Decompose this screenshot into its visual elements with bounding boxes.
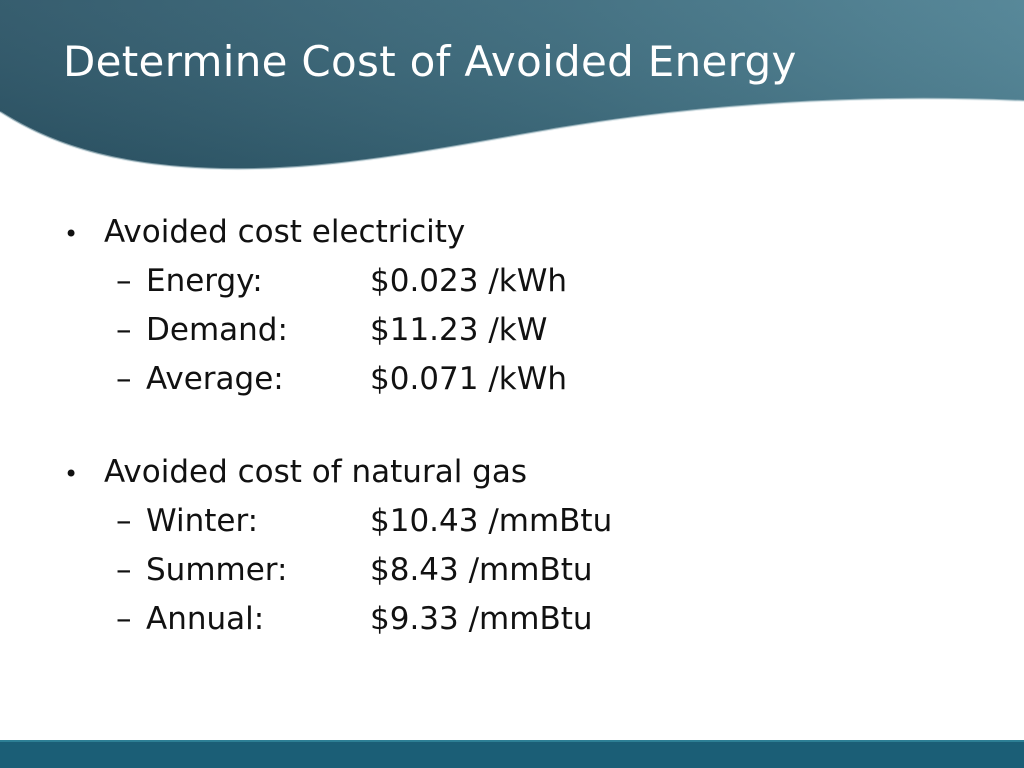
item-value: $0.071 /kWh bbox=[370, 361, 568, 397]
natural-gas-cost-section: • Avoided cost of natural gas – Winter: … bbox=[60, 448, 980, 644]
gas-winter-item: – Winter: $10.43 /mmBtu bbox=[116, 497, 980, 546]
gas-annual-item: – Annual: $9.33 /mmBtu bbox=[116, 595, 980, 644]
item-value: $9.33 /mmBtu bbox=[370, 601, 593, 637]
item-label: Summer: bbox=[146, 552, 288, 588]
dash-icon: – bbox=[116, 361, 132, 397]
item-value: $8.43 /mmBtu bbox=[370, 552, 593, 588]
gas-summer-item: – Summer: $8.43 /mmBtu bbox=[116, 546, 980, 595]
footer-bar bbox=[0, 740, 1024, 768]
section-heading-text: Avoided cost electricity bbox=[104, 214, 466, 250]
item-value: $0.023 /kWh bbox=[370, 263, 568, 299]
item-value: $11.23 /kW bbox=[370, 312, 548, 348]
natural-gas-cost-list: – Winter: $10.43 /mmBtu – Summer: $8.43 … bbox=[60, 497, 980, 644]
electricity-cost-heading: • Avoided cost electricity bbox=[60, 208, 980, 257]
electricity-cost-list: – Energy: $0.023 /kWh – Demand: $11.23 /… bbox=[60, 257, 980, 404]
section-heading-text: Avoided cost of natural gas bbox=[104, 454, 527, 490]
bullet-icon: • bbox=[64, 220, 79, 248]
electricity-cost-section: • Avoided cost electricity – Energy: $0.… bbox=[60, 208, 980, 404]
bullet-icon: • bbox=[64, 460, 79, 488]
slide-content: • Avoided cost electricity – Energy: $0.… bbox=[60, 208, 980, 688]
slide-title: Determine Cost of Avoided Energy bbox=[63, 37, 797, 86]
item-value: $10.43 /mmBtu bbox=[370, 503, 613, 539]
item-label: Winter: bbox=[146, 503, 259, 539]
natural-gas-cost-heading: • Avoided cost of natural gas bbox=[60, 448, 980, 497]
item-label: Demand: bbox=[146, 312, 288, 348]
dash-icon: – bbox=[116, 552, 132, 588]
electricity-average-item: – Average: $0.071 /kWh bbox=[116, 355, 980, 404]
dash-icon: – bbox=[116, 312, 132, 348]
item-label: Average: bbox=[146, 361, 284, 397]
item-label: Energy: bbox=[146, 263, 263, 299]
electricity-demand-item: – Demand: $11.23 /kW bbox=[116, 306, 980, 355]
dash-icon: – bbox=[116, 263, 132, 299]
dash-icon: – bbox=[116, 503, 132, 539]
header-wave-decoration bbox=[0, 0, 1024, 171]
item-label: Annual: bbox=[146, 601, 265, 637]
dash-icon: – bbox=[116, 601, 132, 637]
electricity-energy-item: – Energy: $0.023 /kWh bbox=[116, 257, 980, 306]
